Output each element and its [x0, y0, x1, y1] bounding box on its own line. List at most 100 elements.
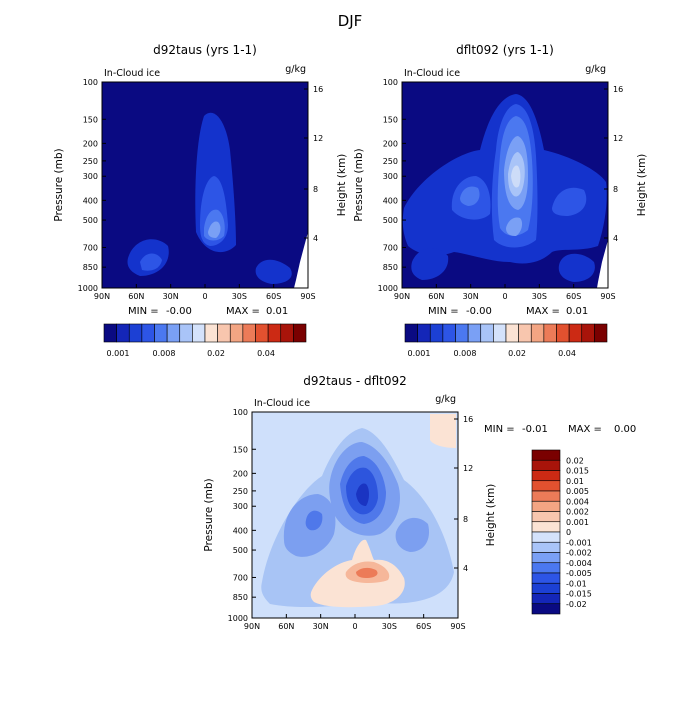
height-tick-label: 8 [613, 185, 618, 194]
colorbar-swatch [531, 552, 561, 564]
pressure-tick-label: 400 [233, 526, 248, 535]
latitude-tick-label: 0 [352, 622, 357, 631]
colorbar-swatch [531, 531, 561, 543]
colorbar-swatch [531, 480, 561, 492]
colorbar-label: 0.01 [566, 477, 584, 486]
latitude-tick-label: 90S [450, 622, 465, 631]
contour-level-1 [255, 259, 292, 284]
variable-label: In-Cloud ice [404, 68, 460, 79]
colorbar-label: 0.002 [566, 508, 589, 517]
pressure-tick-label: 500 [83, 216, 98, 225]
variable-label: In-Cloud ice [104, 68, 160, 79]
contour-level-1 [558, 253, 595, 282]
missing-data-region [597, 240, 608, 288]
colorbar-swatch [531, 449, 561, 461]
colorbar-swatch [141, 323, 155, 343]
colorbar-swatch [568, 323, 583, 343]
colorbar-label: -0.015 [566, 590, 592, 599]
pressure-axis-label: Pressure (mb) [53, 148, 65, 221]
colorbar-swatch [505, 323, 519, 343]
contour-level-pos3 [356, 567, 378, 578]
panel-d92taus: d92taus (yrs 1-1) In-Cloud ice g/kg 1001… [53, 43, 348, 358]
colorbar-swatch [280, 323, 294, 343]
colorbar-label: -0.004 [566, 559, 592, 568]
height-tick-label: 4 [613, 234, 618, 243]
pressure-tick-label: 150 [233, 445, 248, 454]
colorbar-swatch [467, 323, 482, 343]
pressure-tick-label: 500 [383, 216, 398, 225]
colorbar-swatch [128, 323, 143, 343]
contour-level-pos1 [430, 414, 456, 448]
colorbar-label: 0 [566, 528, 571, 537]
colorbar-swatch [455, 323, 469, 343]
latitude-tick-label: 30N [463, 292, 479, 301]
pressure-tick-label: 100 [233, 408, 248, 417]
colorbar-swatch [166, 323, 181, 343]
colorbar-label: 0.008 [454, 349, 477, 358]
colorbar-swatch [556, 323, 570, 343]
pressure-tick-label: 1000 [78, 284, 98, 293]
contour-level-3 [460, 186, 480, 206]
height-tick-label: 12 [613, 134, 623, 143]
pressure-axis-label: Pressure (mb) [353, 148, 365, 221]
colorbar-label: 0.008 [153, 349, 176, 358]
min-label: MIN = [128, 306, 159, 317]
colorbar-label: 0.04 [257, 349, 275, 358]
colorbar: 0.001 0.008 0.02 0.04 [404, 323, 608, 358]
pressure-tick-label: 850 [233, 593, 248, 602]
latitude-tick-label: 60N [128, 292, 144, 301]
colorbar-label: 0.02 [508, 349, 526, 358]
colorbar-swatch [530, 323, 545, 343]
colorbar: 0.001 0.008 0.02 0.04 [103, 323, 307, 358]
pressure-tick-label: 700 [83, 243, 98, 252]
pressure-tick-label: 100 [83, 78, 98, 87]
colorbar-swatch [518, 323, 532, 343]
pressure-tick-label: 250 [233, 487, 248, 496]
colorbar-label: 0.004 [566, 497, 589, 506]
colorbar-label: 0.015 [566, 467, 589, 476]
colorbar-label: 0.001 [566, 518, 589, 527]
colorbar-swatch [179, 323, 193, 343]
pressure-tick-label: 150 [83, 115, 98, 124]
pressure-tick-label: 200 [83, 139, 98, 148]
pressure-axis: 100 150 200 250 300 400 500 700 850 1000 [78, 78, 106, 293]
height-tick-label: 4 [463, 564, 468, 573]
max-value: 0.00 [614, 424, 636, 435]
colorbar-swatch [116, 323, 130, 343]
pressure-tick-label: 300 [383, 172, 398, 181]
latitude-axis: 90N 60N 30N 0 30S 60S 90S [94, 284, 316, 301]
height-axis: 16 12 8 4 [304, 85, 323, 243]
min-label: MIN = [484, 424, 515, 435]
colorbar-label: 0.02 [566, 456, 584, 465]
pressure-tick-label: 700 [383, 243, 398, 252]
variable-label: In-Cloud ice [254, 398, 310, 409]
colorbar-swatch [192, 323, 206, 343]
pressure-tick-label: 300 [83, 172, 98, 181]
panel-title: d92taus (yrs 1-1) [153, 43, 257, 57]
height-tick-label: 16 [463, 415, 473, 424]
colorbar-swatch [204, 323, 218, 343]
pressure-tick-label: 850 [383, 263, 398, 272]
contour-level-neg2 [395, 517, 430, 552]
height-tick-label: 8 [313, 185, 318, 194]
latitude-tick-label: 0 [202, 292, 207, 301]
latitude-axis: 90N 60N 30N 0 30S 60S 90S [244, 614, 466, 631]
colorbar-swatch [154, 323, 168, 343]
colorbar-swatch [543, 323, 557, 343]
colorbar-swatch [229, 323, 244, 343]
colorbar-label: 0.001 [408, 349, 431, 358]
max-label: MAX = [568, 424, 602, 435]
colorbar-label: 0.04 [558, 349, 576, 358]
pressure-tick-label: 200 [383, 139, 398, 148]
contour-level-4 [506, 217, 523, 236]
panel-dflt092: dflt092 (yrs 1-1) In-Cloud ice g/kg 1001… [353, 43, 648, 358]
colorbar-swatch [267, 323, 282, 343]
latitude-tick-label: 90N [244, 622, 260, 631]
latitude-tick-label: 30N [313, 622, 329, 631]
latitude-tick-label: 90S [300, 292, 315, 301]
panel-difference: d92taus - dflt092 In-Cloud ice g/kg 1001… [203, 374, 636, 631]
colorbar-label: -0.02 [566, 600, 587, 609]
height-axis-label: Height (km) [336, 154, 348, 217]
pressure-tick-label: 400 [83, 196, 98, 205]
min-label: MIN = [428, 306, 459, 317]
